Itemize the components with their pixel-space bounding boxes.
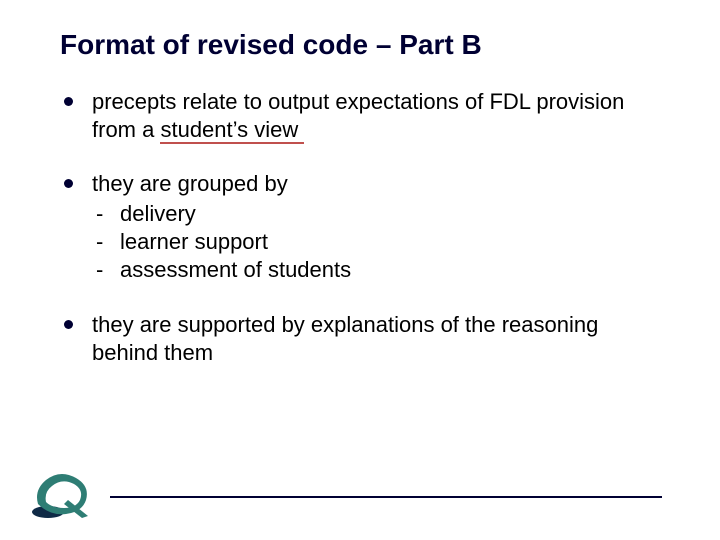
slide-title: Format of revised code – Part B (60, 28, 660, 62)
sub-bullet-item: delivery (92, 200, 660, 228)
sub-bullet-item: assessment of students (92, 256, 660, 284)
bullet-text: they are supported by explanations of th… (92, 312, 598, 365)
bullet-text: they are grouped by (92, 171, 288, 196)
bullet-item: they are grouped by delivery learner sup… (60, 170, 660, 285)
slide: Format of revised code – Part B precepts… (0, 0, 720, 540)
sub-bullet-list: delivery learner support assessment of s… (92, 200, 660, 284)
logo-icon (30, 470, 102, 522)
bullet-list: precepts relate to output expectations o… (60, 88, 660, 367)
bullet-item: they are supported by explanations of th… (60, 311, 660, 367)
footer-rule (110, 496, 662, 498)
sub-bullet-item: learner support (92, 228, 660, 256)
bullet-item: precepts relate to output expectations o… (60, 88, 660, 144)
underlined-text: student’s view (160, 117, 298, 142)
